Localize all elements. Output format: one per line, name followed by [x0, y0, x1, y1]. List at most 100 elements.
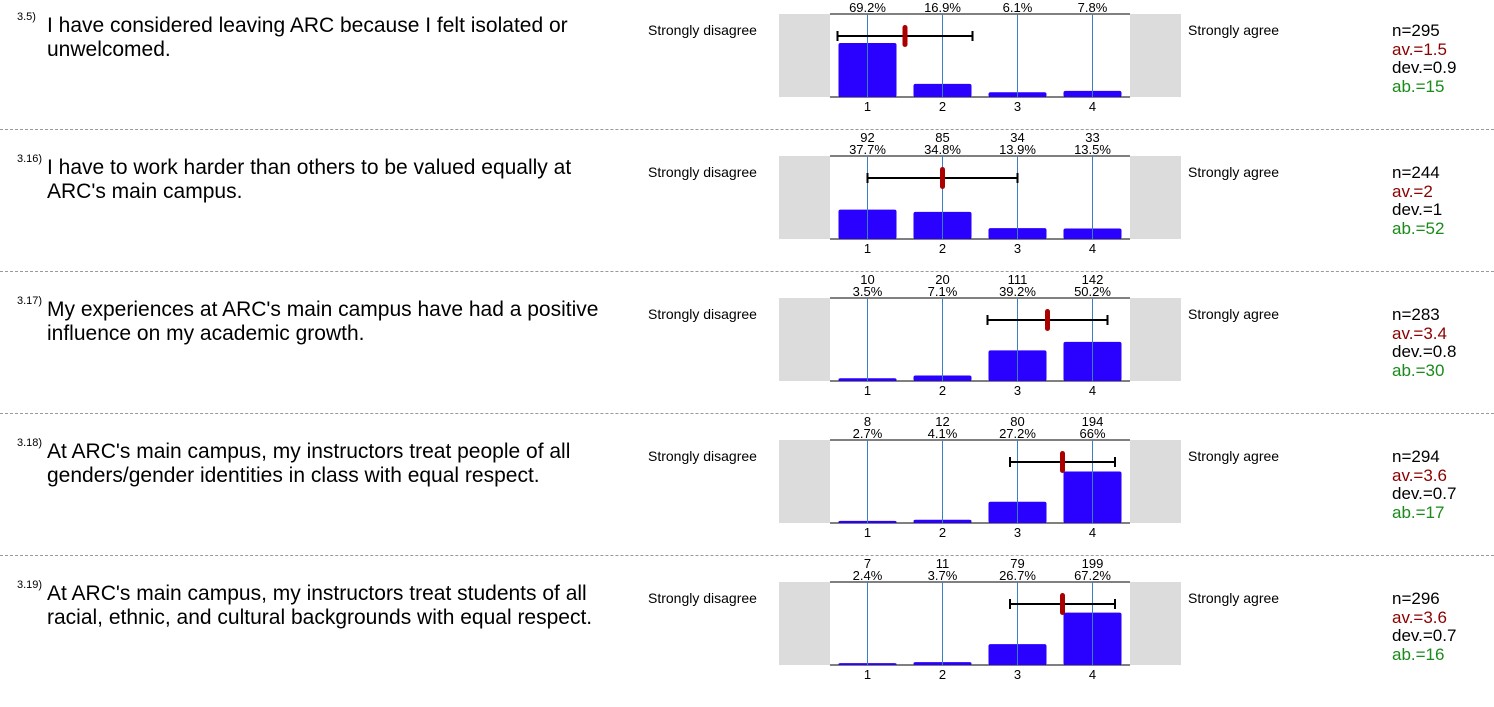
stat-deviation: dev.=0.7 — [1392, 626, 1457, 645]
tick-label-3: 3 — [1014, 99, 1021, 114]
scale-end-box-right — [1130, 440, 1181, 523]
stat-n: n=294 — [1392, 447, 1440, 466]
percent-label: 27.2% — [999, 426, 1036, 441]
count-label: 33 — [1085, 130, 1099, 145]
count-label: 79 — [1010, 556, 1024, 571]
section-separator — [0, 129, 1494, 130]
percent-label: 37.7% — [849, 142, 886, 157]
stat-average: av.=2 — [1392, 181, 1433, 201]
question-number: 3.17) — [17, 295, 43, 307]
scale-right-label: Strongly agree — [1188, 306, 1280, 322]
stat-average: av.=3.6 — [1392, 607, 1447, 627]
percent-label: 2.7% — [853, 426, 883, 441]
stat-average: av.=3.6 — [1392, 465, 1447, 485]
stat-deviation: dev.=0.9 — [1392, 58, 1457, 77]
scale-right-label: Strongly agree — [1188, 448, 1280, 464]
percent-label: 34.8% — [924, 142, 961, 157]
question-block: 3.5) I have considered leaving ARC becaus… — [0, 0, 1494, 139]
stat-abstentions: ab.=17 — [1392, 502, 1445, 522]
scale-right-label: Strongly agree — [1188, 590, 1280, 606]
tick-label-2: 2 — [939, 241, 946, 256]
scale-end-box-right — [1130, 582, 1181, 665]
question-block: 3.18) At ARC's main campus, my instructor… — [0, 414, 1494, 565]
tick-label-3: 3 — [1014, 383, 1021, 398]
percent-label: 6.1% — [1003, 0, 1033, 15]
count-label: 12 — [935, 414, 949, 429]
count-label: 85 — [935, 130, 949, 145]
tick-label-1: 1 — [864, 667, 871, 682]
percent-label: 16.9% — [924, 0, 961, 15]
scale-left-label: Strongly disagree — [648, 164, 757, 180]
percent-label: 3.5% — [853, 284, 883, 299]
count-label: 34 — [1010, 130, 1024, 145]
question-block: 3.19) At ARC's main campus, my instructor… — [0, 556, 1494, 707]
count-label: 10 — [860, 272, 874, 287]
stat-n: n=283 — [1392, 305, 1440, 324]
stat-abstentions: ab.=52 — [1392, 218, 1445, 238]
question-text: I have to work harder than others to be … — [47, 156, 572, 203]
tick-label-1: 1 — [864, 383, 871, 398]
stat-n: n=244 — [1392, 163, 1440, 182]
percent-label: 69.2% — [849, 0, 886, 15]
count-label: 23 — [1085, 0, 1099, 3]
stat-deviation: dev.=1 — [1392, 200, 1443, 219]
question-text: At ARC's main campus, my instructors tre… — [47, 582, 593, 629]
stat-n: n=296 — [1392, 589, 1440, 608]
scale-right-label: Strongly agree — [1188, 22, 1280, 38]
percent-label: 39.2% — [999, 284, 1036, 299]
stat-deviation: dev.=0.7 — [1392, 484, 1457, 503]
percent-label: 7.8% — [1078, 0, 1108, 15]
scale-end-box-left — [779, 156, 830, 239]
percent-label: 66% — [1079, 426, 1105, 441]
tick-label-2: 2 — [939, 667, 946, 682]
tick-label-1: 1 — [864, 525, 871, 540]
percent-label: 67.2% — [1074, 568, 1111, 583]
scale-end-box-right — [1130, 156, 1181, 239]
question-number: 3.19) — [17, 579, 43, 591]
tick-label-1: 1 — [864, 241, 871, 256]
count-label: 8 — [864, 414, 871, 429]
mean-marker — [902, 25, 908, 47]
mean-marker — [1060, 451, 1065, 473]
tick-label-4: 4 — [1089, 99, 1096, 114]
section-separator — [0, 413, 1494, 414]
tick-label-1: 1 — [864, 99, 871, 114]
section-separator — [0, 271, 1494, 272]
scale-right-label: Strongly agree — [1188, 164, 1280, 180]
tick-label-4: 4 — [1089, 383, 1096, 398]
scale-left-label: Strongly disagree — [648, 448, 757, 464]
tick-label-2: 2 — [939, 525, 946, 540]
percent-label: 13.5% — [1074, 142, 1111, 157]
scale-end-box-left — [779, 582, 830, 665]
count-label: 142 — [1082, 272, 1104, 287]
stat-abstentions: ab.=16 — [1392, 644, 1445, 664]
scale-end-box-left — [779, 440, 830, 523]
tick-label-3: 3 — [1014, 241, 1021, 256]
scale-left-label: Strongly disagree — [648, 590, 757, 606]
percent-label: 50.2% — [1074, 284, 1111, 299]
stat-average: av.=3.4 — [1392, 323, 1447, 343]
count-label: 199 — [1082, 556, 1104, 571]
stat-average: av.=1.5 — [1392, 39, 1447, 59]
question-text: My experiences at ARC's main campus have… — [47, 298, 599, 345]
scale-end-box-left — [779, 14, 830, 97]
question-block: 3.17) My experiences at ARC's main campus… — [0, 272, 1494, 423]
stat-abstentions: ab.=15 — [1392, 76, 1445, 96]
mean-marker — [1045, 309, 1050, 331]
stat-n: n=295 — [1392, 21, 1440, 40]
tick-label-4: 4 — [1089, 241, 1096, 256]
mean-marker — [1060, 593, 1065, 615]
count-label: 80 — [1010, 414, 1024, 429]
question-number: 3.16) — [17, 153, 43, 165]
tick-label-3: 3 — [1014, 525, 1021, 540]
count-label: 50 — [935, 0, 949, 3]
question-number: 3.5) — [17, 11, 36, 23]
tick-label-4: 4 — [1089, 667, 1096, 682]
percent-label: 3.7% — [928, 568, 958, 583]
scale-left-label: Strongly disagree — [648, 306, 757, 322]
question-block: 3.16) I have to work harder than others t… — [0, 130, 1494, 281]
